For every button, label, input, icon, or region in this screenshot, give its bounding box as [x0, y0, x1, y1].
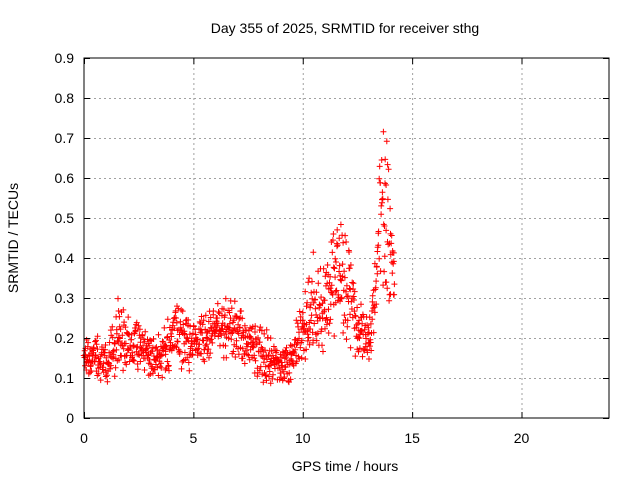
y-tick-label: 0 [66, 410, 74, 426]
y-tick-label: 0.7 [55, 130, 75, 146]
chart-title: Day 355 of 2025, SRMTID for receiver sth… [211, 20, 479, 36]
x-tick-label: 15 [404, 430, 420, 446]
x-tick-label: 0 [80, 430, 88, 446]
grid-lines [84, 58, 609, 418]
axis-ticks [84, 58, 609, 419]
y-axis-title: SRMTID / TECUs [5, 183, 21, 293]
y-tick-label: 0.4 [55, 250, 75, 266]
y-tick-label: 0.6 [55, 170, 75, 186]
y-tick-label: 0.1 [55, 370, 75, 386]
y-tick-label: 0.9 [55, 50, 75, 66]
x-tick-label: 20 [514, 430, 530, 446]
y-tick-label: 0.5 [55, 210, 75, 226]
x-tick-labels: 0 5 10 15 20 [80, 430, 529, 446]
y-tick-labels: 0 0.1 0.2 0.3 0.4 0.5 0.6 0.7 0.8 0.9 [55, 50, 75, 426]
plot-frame [83, 57, 610, 419]
y-tick-label: 0.2 [55, 330, 75, 346]
x-axis-title: GPS time / hours [292, 458, 399, 474]
x-tick-label: 5 [189, 430, 197, 446]
srmtid-markers [80, 128, 398, 387]
data-points [80, 128, 398, 387]
y-tick-label: 0.3 [55, 290, 75, 306]
y-tick-label: 0.8 [55, 90, 75, 106]
x-tick-label: 10 [295, 430, 311, 446]
